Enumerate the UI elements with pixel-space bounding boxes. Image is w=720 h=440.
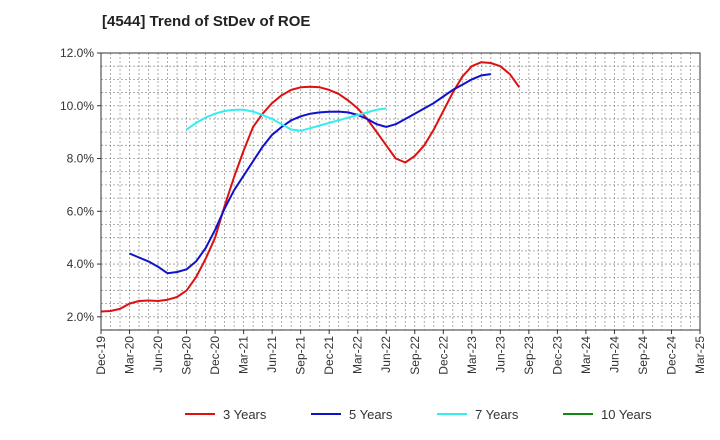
series-line-5-years bbox=[129, 73, 491, 275]
series-line-7-years bbox=[186, 107, 387, 132]
x-tick-label: Jun-23 bbox=[493, 336, 507, 373]
x-tick-label: Mar-24 bbox=[579, 336, 593, 374]
x-tick-label: Dec-23 bbox=[550, 336, 564, 375]
x-tick-label: Sep-22 bbox=[408, 336, 422, 375]
y-tick-label: 2.0% bbox=[67, 310, 95, 324]
y-tick-label: 10.0% bbox=[60, 99, 94, 113]
x-tick-label: Dec-20 bbox=[208, 336, 222, 375]
chart-title: [4544] Trend of StDev of ROE bbox=[102, 13, 311, 30]
plot-area bbox=[101, 53, 700, 330]
x-tick-label: Dec-22 bbox=[436, 336, 450, 375]
x-tick-label: Jun-24 bbox=[607, 336, 621, 373]
x-tick-label: Jun-20 bbox=[151, 336, 165, 373]
legend-label: 7 Years bbox=[475, 407, 519, 422]
y-tick-label: 12.0% bbox=[60, 46, 94, 60]
y-axis: 2.0% 4.0% 6.0% 8.0% 10.0% 12.0% bbox=[60, 46, 101, 324]
y-tick-label: 8.0% bbox=[67, 152, 95, 166]
series-line-3-years bbox=[100, 61, 521, 313]
y-tick-label: 4.0% bbox=[67, 257, 95, 271]
x-tick-label: Sep-20 bbox=[180, 336, 194, 375]
x-tick-label: Jun-22 bbox=[379, 336, 393, 373]
x-tick-label: Mar-21 bbox=[237, 336, 251, 374]
x-tick-label: Mar-20 bbox=[123, 336, 137, 374]
x-tick-label: Dec-21 bbox=[322, 336, 336, 375]
legend-label: 3 Years bbox=[223, 407, 267, 422]
x-tick-label: Mar-25 bbox=[693, 336, 707, 374]
x-tick-label: Mar-22 bbox=[351, 336, 365, 374]
x-tick-label: Dec-24 bbox=[664, 336, 678, 375]
x-tick-label: Sep-23 bbox=[522, 336, 536, 375]
legend-label: 5 Years bbox=[349, 407, 393, 422]
x-tick-label: Sep-21 bbox=[294, 336, 308, 375]
x-tick-label: Jun-21 bbox=[265, 336, 279, 373]
y-tick-label: 6.0% bbox=[67, 204, 95, 218]
x-axis: Dec-19 Mar-20 Jun-20 Sep-20 Dec-20 Mar-21 Jun-… bbox=[94, 330, 707, 375]
legend-label: 10 Years bbox=[601, 407, 652, 422]
series-group bbox=[100, 61, 521, 313]
x-tick-label: Sep-24 bbox=[636, 336, 650, 375]
x-tick-label: Mar-23 bbox=[465, 336, 479, 374]
plot-border bbox=[100, 52, 701, 331]
x-tick-label: Dec-19 bbox=[94, 336, 108, 375]
legend: 3 Years 5 Years 7 Years 10 Years bbox=[185, 407, 652, 422]
